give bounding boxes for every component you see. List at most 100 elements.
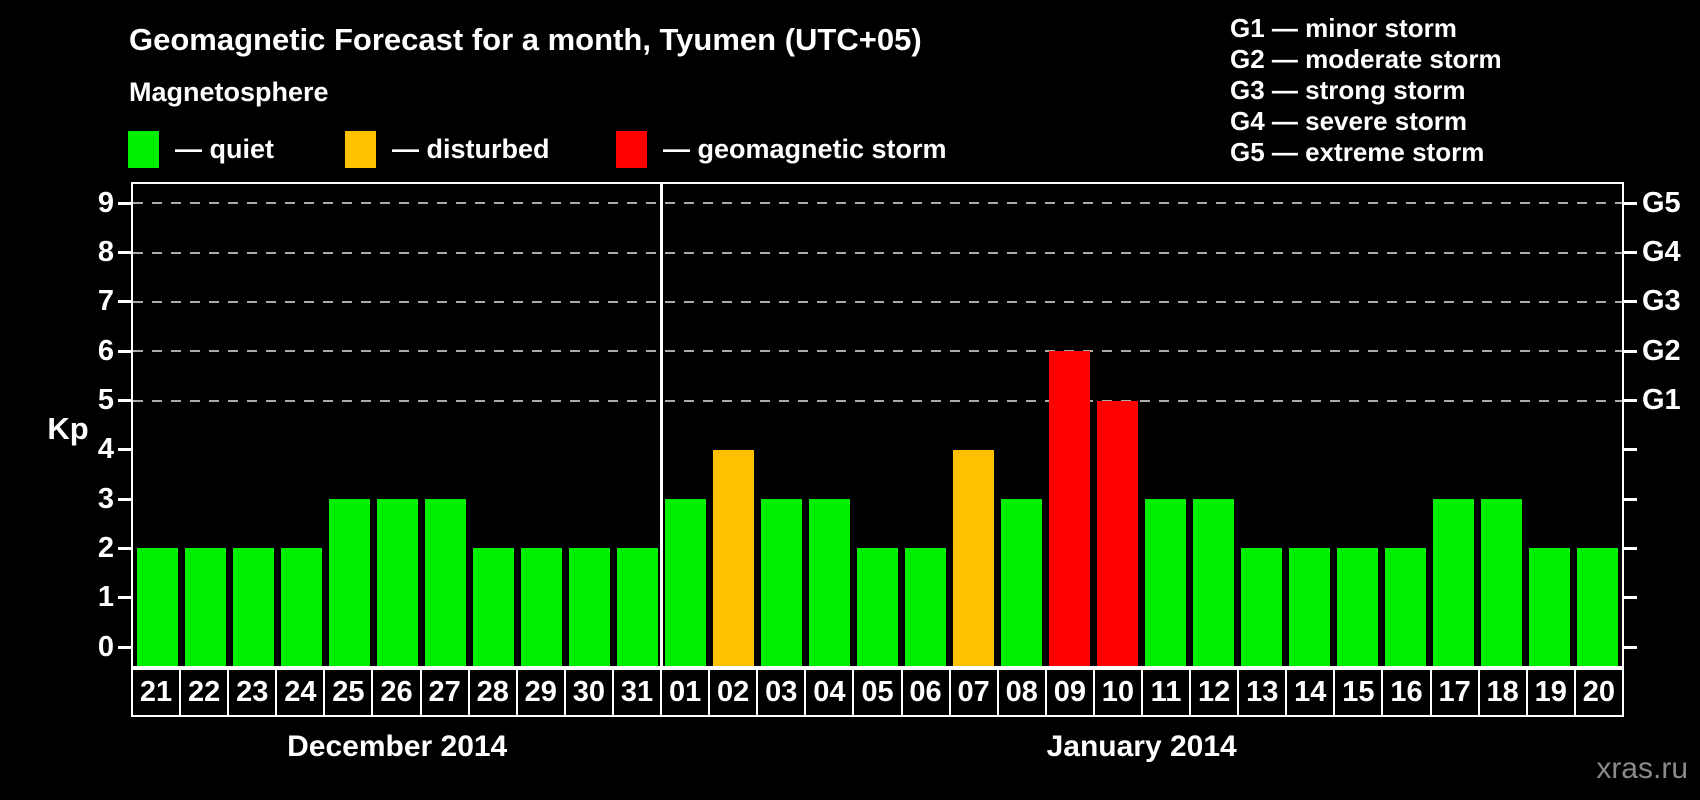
day-label-cell: 27: [419, 668, 470, 717]
kp-bar: [712, 449, 754, 666]
grid-line-kp9: [133, 202, 1622, 205]
kp-bar: [424, 499, 466, 666]
day-label-cell: 17: [1429, 668, 1480, 717]
day-label-cell: 26: [371, 668, 422, 717]
g3-legend-line: G3 — strong storm: [1230, 75, 1466, 105]
y-tick-label: 2: [97, 531, 114, 564]
y-tick-label: 0: [97, 630, 114, 663]
day-label-cell: 18: [1477, 668, 1528, 717]
g-axis-label: G2: [1642, 334, 1681, 367]
day-label-cell: 23: [227, 668, 278, 717]
kp-bar: [136, 548, 178, 666]
kp-bar: [520, 548, 562, 666]
day-label-cell: 15: [1333, 668, 1384, 717]
grid-line-kp8: [133, 251, 1622, 254]
kp-bar: [856, 548, 898, 666]
magnetosphere-label: Magnetosphere: [129, 77, 329, 107]
y-tick-right: [1624, 300, 1637, 304]
day-label-cell: 07: [948, 668, 999, 717]
kp-bar: [808, 499, 850, 666]
y-tick-label: 6: [97, 334, 114, 367]
kp-bar: [1577, 548, 1619, 666]
kp-bar: [1241, 548, 1283, 666]
day-label-cell: 04: [804, 668, 855, 717]
y-tick-right: [1624, 399, 1637, 402]
chart-title: Geomagnetic Forecast for a month, Tyumen…: [129, 22, 922, 57]
y-tick-left: [118, 546, 131, 550]
g5-legend-line: G5 — extreme storm: [1230, 137, 1485, 167]
kp-bar: [905, 548, 947, 666]
y-tick-right: [1624, 251, 1637, 255]
y-tick-label: 8: [97, 236, 114, 269]
day-label-cell: 21: [131, 668, 182, 717]
kp-bar: [760, 499, 802, 666]
kp-bar: [664, 499, 706, 666]
kp-bar: [1433, 499, 1475, 666]
day-label-cell: 25: [323, 668, 374, 717]
plot-area: [131, 182, 1624, 668]
day-label-cell: 31: [611, 668, 663, 717]
watermark: xras.ru: [1596, 752, 1688, 785]
y-tick-left: [118, 399, 131, 402]
g4-legend-line: G4 — severe storm: [1230, 106, 1468, 136]
legend-item-quiet: — quiet: [128, 131, 274, 168]
storm-label: — geomagnetic storm: [663, 134, 947, 164]
month-separator-line: [659, 184, 663, 666]
day-label-cell: 06: [900, 668, 951, 717]
legend-item-disturbed: — disturbed: [345, 131, 550, 168]
kp-bar: [616, 548, 658, 666]
y-tick-left: [118, 300, 131, 304]
kp-bar: [1145, 499, 1187, 666]
day-label-cell: 10: [1092, 668, 1143, 717]
kp-bar: [376, 499, 418, 666]
y-tick-right: [1624, 448, 1637, 452]
kp-bar: [568, 548, 610, 666]
month-label: December 2014: [287, 730, 508, 763]
g-axis-label: G1: [1642, 384, 1681, 416]
day-label-cell: 24: [275, 668, 326, 717]
y-tick-left: [118, 448, 131, 452]
g1-legend-line: G1 — minor storm: [1230, 13, 1457, 43]
day-label-cell: 02: [708, 668, 759, 717]
kp-bar: [184, 548, 226, 666]
day-label-cell: 19: [1525, 668, 1576, 717]
y-tick-label: 9: [97, 186, 114, 219]
day-label-cell: 09: [1044, 668, 1095, 717]
day-label-cell: 08: [996, 668, 1047, 717]
disturbed-color-swatch: [345, 131, 376, 168]
g-scale-legend: G1 — minor storm G2 — moderate storm G3 …: [1230, 13, 1502, 168]
day-label-cell: 20: [1573, 668, 1624, 717]
y-tick-left: [118, 596, 131, 600]
kp-bar: [472, 548, 514, 666]
kp-bar: [1385, 548, 1427, 666]
y-tick-label: 1: [97, 581, 114, 614]
y-tick-label: 4: [97, 433, 114, 466]
day-label-cell: 12: [1189, 668, 1240, 717]
y-tick-right: [1624, 201, 1637, 205]
kp-bar: [1193, 499, 1235, 666]
y-tick-label: 5: [97, 384, 114, 416]
kp-bar: [1337, 548, 1379, 666]
g2-legend-line: G2 — moderate storm: [1230, 44, 1502, 74]
kp-bar: [232, 548, 274, 666]
kp-bar: [1097, 400, 1139, 666]
y-tick-right: [1624, 596, 1637, 600]
kp-axis-label: Kp: [47, 411, 89, 446]
day-label-cell: 14: [1285, 668, 1336, 717]
day-label-cell: 22: [179, 668, 230, 717]
kp-bar: [280, 548, 322, 666]
day-label-cell: 05: [852, 668, 903, 717]
disturbed-label: — disturbed: [392, 134, 550, 164]
day-label-cell: 03: [756, 668, 807, 717]
legend-item-storm: — geomagnetic storm: [616, 131, 947, 168]
y-tick-left: [118, 497, 131, 501]
day-label-cell: 16: [1381, 668, 1432, 717]
grid-line-kp7: [133, 300, 1622, 303]
day-label-cell: 29: [515, 668, 566, 717]
quiet-label: — quiet: [175, 134, 274, 164]
y-tick-right: [1624, 645, 1637, 649]
grid-line-kp6: [133, 350, 1622, 353]
day-label-cell: 28: [467, 668, 518, 717]
kp-bar: [1049, 351, 1091, 666]
